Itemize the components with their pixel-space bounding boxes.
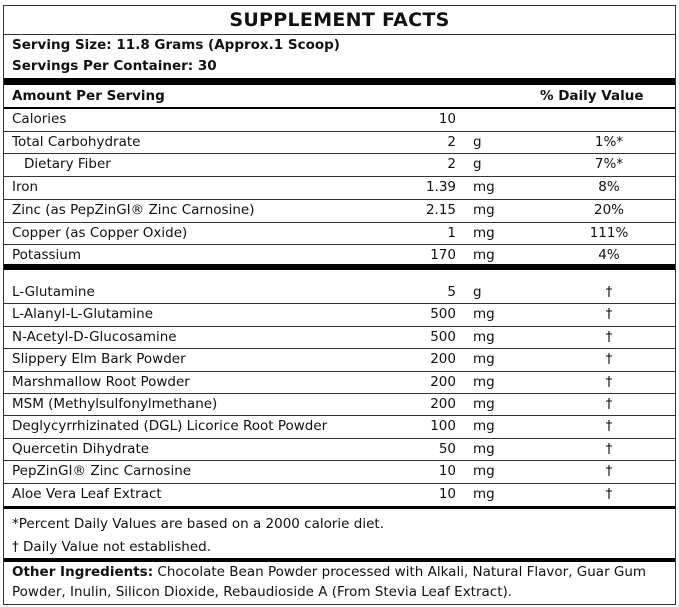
rule: [4, 348, 675, 350]
servings-per-container: Servings Per Container: 30: [12, 58, 217, 74]
rule: [4, 415, 675, 417]
footnote: † Daily Value not established.: [12, 539, 211, 555]
nutrient-name: Calories: [12, 111, 67, 127]
rule: [4, 198, 675, 200]
rule: [4, 370, 675, 372]
rule: [4, 176, 675, 178]
nutrient-name: MSM (Methylsulfonylmethane): [12, 396, 218, 412]
daily-value: †: [605, 440, 613, 457]
rule: [4, 221, 675, 223]
unit: mg: [473, 224, 495, 241]
daily-value: †: [605, 396, 613, 412]
daily-value: †: [605, 485, 613, 502]
nutrient-name: L-Alanyl-L-Glutamine: [12, 306, 154, 323]
nutrient-name: Zinc (as PepZinGI® Zinc Carnosine): [12, 201, 255, 218]
amount: 5: [447, 284, 456, 300]
amount: 1.39: [425, 179, 456, 196]
amount: 2.15: [425, 201, 456, 218]
nutrient-name: Deglycyrrhizinated (DGL) Licorice Root P…: [12, 418, 328, 435]
amount: 200: [430, 396, 456, 412]
amount: 100: [430, 418, 456, 435]
unit: mg: [473, 463, 495, 480]
thick-rule: [4, 263, 675, 270]
amount: 10: [438, 111, 456, 127]
nutrient-name: L-Glutamine: [12, 284, 95, 300]
amount: 500: [430, 306, 456, 323]
daily-value: †: [605, 328, 613, 345]
unit: mg: [473, 396, 495, 412]
daily-value: †: [605, 284, 613, 300]
nutrient-name: Iron: [12, 179, 39, 196]
other-ingredients-label: Other Ingredients:: [12, 564, 154, 580]
amount-header: Amount Per Serving: [12, 88, 165, 104]
nutrient-name: Total Carbohydrate: [12, 133, 141, 150]
daily-value: †: [605, 306, 613, 323]
amount: 50: [438, 440, 456, 457]
nutrient-name: Marshmallow Root Powder: [12, 373, 190, 390]
title: SUPPLEMENT FACTS: [4, 6, 675, 35]
amount: 200: [430, 373, 456, 390]
footnote: *Percent Daily Values are based on a 200…: [12, 516, 384, 532]
amount: 2: [447, 133, 456, 150]
daily-value: 8%: [598, 179, 620, 196]
amount: 2: [447, 156, 456, 173]
amount: 200: [430, 351, 456, 368]
amount: 500: [430, 328, 456, 345]
daily-value: 111%: [589, 224, 629, 241]
unit: mg: [473, 179, 495, 196]
rule: [4, 325, 675, 327]
nutrient-name: Aloe Vera Leaf Extract: [12, 485, 162, 502]
daily-value: 1%*: [594, 133, 624, 150]
daily-value: 4%: [598, 247, 620, 264]
daily-value: 7%*: [594, 156, 624, 173]
daily-value: †: [605, 463, 613, 480]
amount: 170: [430, 247, 456, 264]
unit: mg: [473, 485, 495, 502]
serving-size: Serving Size: 11.8 Grams (Approx.1 Scoop…: [12, 37, 340, 53]
rule: [4, 437, 675, 439]
supplement-facts: SUPPLEMENT FACTS Serving Size: 11.8 Gram…: [3, 5, 676, 605]
rule: [4, 482, 675, 484]
nutrient-name: Dietary Fiber: [24, 156, 111, 173]
nutrient-name: Quercetin Dihydrate: [12, 440, 150, 457]
nutrient-name: Copper (as Copper Oxide): [12, 224, 188, 241]
unit: mg: [473, 440, 495, 457]
unit: g: [473, 284, 482, 300]
other-ingredients: Other Ingredients: Chocolate Bean Powder…: [12, 562, 667, 602]
nutrient-name: PepZinGI® Zinc Carnosine: [12, 463, 192, 480]
unit: mg: [473, 418, 495, 435]
unit: mg: [473, 306, 495, 323]
daily-value: †: [605, 351, 613, 368]
unit: mg: [473, 201, 495, 218]
other-ingredients-text: Chocolate Bean Powder processed with Alk…: [12, 564, 647, 600]
rule: [4, 107, 675, 109]
unit: mg: [473, 351, 495, 368]
daily-value: 20%: [593, 201, 624, 218]
rule: [4, 303, 675, 305]
daily-value: †: [605, 418, 613, 435]
dv-header: % Daily Value: [540, 88, 644, 104]
unit: mg: [473, 247, 495, 264]
rule: [4, 393, 675, 394]
unit: mg: [473, 373, 495, 390]
unit: g: [473, 156, 482, 173]
rule: [4, 130, 675, 132]
rule: [4, 460, 675, 462]
amount: 1: [447, 224, 456, 241]
rule: [4, 244, 675, 246]
amount: 10: [438, 463, 456, 480]
nutrient-name: Potassium: [12, 247, 82, 264]
rule: [4, 506, 675, 509]
nutrient-name: N-Acetyl-D-Glucosamine: [12, 328, 177, 345]
rule: [4, 153, 675, 155]
amount: 10: [438, 485, 456, 502]
unit: mg: [473, 328, 495, 345]
thick-rule: [4, 558, 675, 562]
nutrient-name: Slippery Elm Bark Powder: [12, 351, 186, 368]
thick-rule: [4, 78, 675, 85]
unit: g: [473, 133, 482, 150]
daily-value: †: [605, 373, 613, 390]
